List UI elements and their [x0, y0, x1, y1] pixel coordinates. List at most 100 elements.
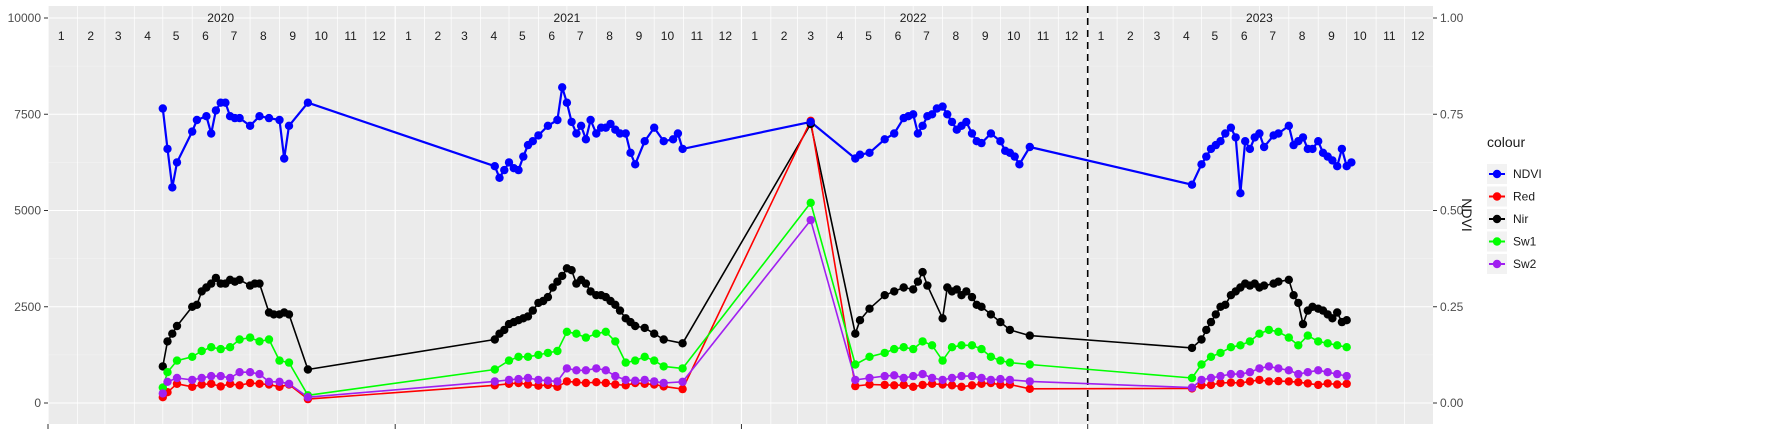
year-label: 2021: [554, 11, 581, 25]
data-point-ndvi: [245, 121, 255, 130]
data-point-sw1: [572, 329, 581, 338]
data-point-red: [572, 378, 581, 387]
data-point-red: [927, 379, 937, 388]
data-point-sw2: [592, 364, 601, 373]
data-point-ndvi: [163, 144, 172, 154]
data-point-sw1: [1206, 352, 1216, 361]
month-label: 9: [982, 29, 989, 43]
data-point-nir: [631, 321, 640, 331]
month-label: 2: [435, 29, 442, 43]
data-point-nir: [1333, 308, 1342, 317]
month-label: 7: [1269, 29, 1276, 43]
data-point-ndvi: [192, 115, 202, 125]
x-axis: [47, 424, 1089, 429]
data-point-nir: [952, 285, 961, 294]
month-label: 4: [837, 29, 844, 43]
data-point-ndvi: [1347, 158, 1356, 167]
month-label: 11: [1383, 29, 1396, 43]
data-point-ndvi: [188, 127, 197, 136]
data-point-ndvi: [668, 135, 678, 144]
data-point-sw2: [957, 371, 966, 381]
data-point-red: [225, 379, 235, 388]
data-point-sw1: [1025, 360, 1035, 369]
data-point-nir: [923, 281, 932, 290]
data-point-sw1: [1236, 341, 1245, 350]
data-point-sw2: [1284, 366, 1294, 375]
data-point-red: [188, 382, 197, 391]
data-point-sw2: [865, 373, 874, 383]
month-label: 12: [372, 29, 386, 43]
data-point-ndvi: [967, 129, 977, 138]
data-point-sw2: [158, 389, 167, 398]
data-point-nir: [1274, 277, 1283, 286]
data-point-nir: [640, 323, 649, 333]
data-point-nir: [303, 365, 313, 374]
data-point-ndvi: [500, 165, 509, 175]
data-point-sw2: [650, 377, 659, 386]
data-point-sw2: [996, 374, 1005, 384]
data-point-ndvi: [1221, 129, 1230, 138]
legend-label: Red: [1513, 190, 1535, 204]
month-label: 11: [691, 29, 704, 43]
data-point-sw2: [245, 368, 255, 377]
data-point-nir: [207, 279, 216, 288]
data-point-sw1: [601, 327, 610, 336]
data-point-nir: [977, 302, 986, 311]
data-point-ndvi: [1236, 189, 1245, 198]
data-point-ndvi: [1187, 180, 1197, 189]
month-label: 3: [1154, 29, 1161, 43]
data-point-sw2: [172, 373, 182, 383]
legend-label: Sw1: [1513, 235, 1537, 249]
month-label: 9: [289, 29, 296, 43]
data-point-sw1: [640, 352, 649, 361]
data-point-ndvi: [207, 129, 216, 138]
data-point-sw2: [235, 368, 244, 377]
data-point-sw2: [523, 373, 533, 383]
data-point-red: [967, 381, 977, 390]
data-point-ndvi: [172, 158, 182, 167]
data-point-ndvi: [275, 115, 284, 125]
data-point-ndvi: [558, 83, 567, 92]
month-label: 4: [144, 29, 151, 43]
data-point-sw1: [188, 352, 197, 361]
series-points: [158, 83, 1356, 404]
data-point-red: [245, 378, 255, 388]
data-point-sw1: [1245, 337, 1255, 346]
data-point-sw1: [504, 356, 514, 365]
data-point-sw2: [621, 375, 630, 385]
data-point-sw1: [986, 352, 996, 361]
data-point-nir: [543, 292, 553, 302]
data-point-sw1: [245, 333, 255, 342]
data-point-sw1: [275, 356, 284, 365]
data-point-red: [890, 381, 899, 390]
data-point-sw2: [1226, 369, 1236, 379]
data-point-nir: [500, 325, 509, 335]
data-point-sw2: [659, 378, 668, 388]
data-point-ndvi: [553, 115, 562, 125]
data-point-nir: [996, 317, 1005, 327]
data-point-red: [957, 382, 966, 391]
data-point-sw2: [207, 371, 216, 381]
data-point-nir: [211, 273, 221, 283]
data-point-sw1: [1323, 339, 1332, 348]
data-point-ndvi: [519, 152, 528, 161]
data-point-sw2: [938, 375, 947, 385]
data-point-sw2: [284, 379, 294, 388]
data-point-red: [1245, 377, 1255, 386]
data-point-ndvi: [1216, 137, 1225, 146]
data-point-sw2: [611, 371, 620, 381]
data-point-ndvi: [865, 148, 874, 157]
data-point-nir: [1294, 298, 1303, 308]
data-point-ndvi: [1333, 162, 1342, 171]
data-point-sw1: [977, 344, 986, 354]
y2-tick-label: 0.25: [1440, 300, 1464, 314]
data-point-ndvi: [1314, 137, 1323, 146]
legend-key-point: [1492, 259, 1502, 269]
data-point-nir: [1187, 343, 1197, 353]
data-point-nir: [1005, 325, 1015, 335]
data-point-ndvi: [255, 112, 264, 121]
y-tick-label: 10000: [8, 11, 42, 25]
data-point-sw1: [514, 352, 523, 361]
data-point-red: [678, 384, 687, 394]
